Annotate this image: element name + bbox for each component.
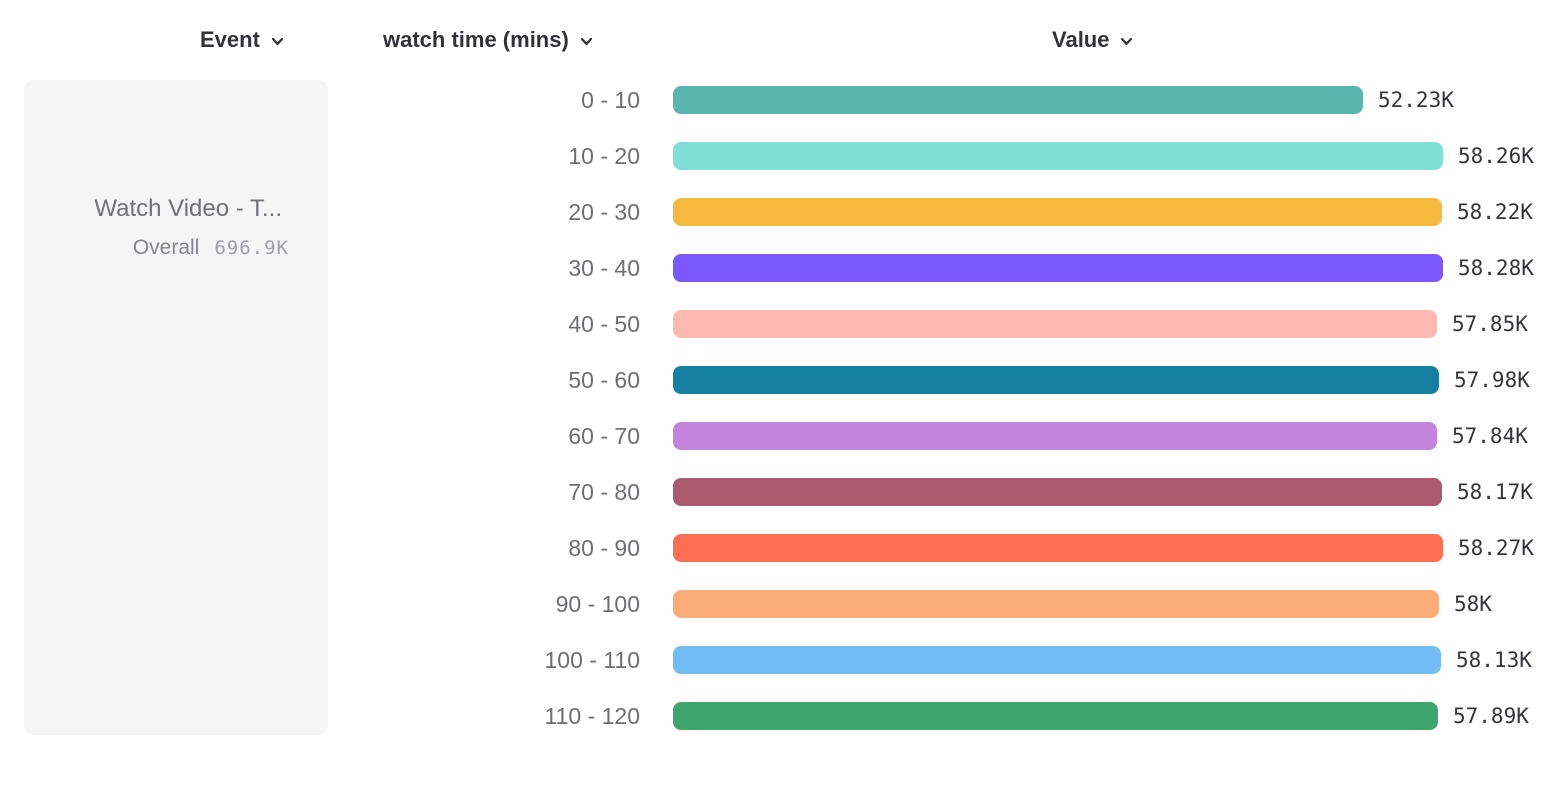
bar-segment[interactable] bbox=[673, 590, 1439, 618]
bar-segment[interactable] bbox=[673, 310, 1437, 338]
value-label: 58.17K bbox=[1457, 480, 1533, 504]
value-label: 52.23K bbox=[1378, 88, 1454, 112]
bar-segment[interactable] bbox=[673, 142, 1443, 170]
category-label: 0 - 10 bbox=[581, 87, 640, 113]
value-label: 57.84K bbox=[1452, 424, 1528, 448]
value-label: 58.26K bbox=[1458, 144, 1534, 168]
category-label: 110 - 120 bbox=[544, 703, 640, 729]
value-label: 57.89K bbox=[1453, 704, 1529, 728]
overall-value: 696.9K bbox=[214, 237, 289, 259]
value-label: 58.13K bbox=[1456, 648, 1532, 672]
value-column-dropdown[interactable]: Value bbox=[1052, 27, 1134, 53]
category-label: 60 - 70 bbox=[568, 423, 640, 449]
event-column-dropdown[interactable]: Event bbox=[200, 27, 285, 53]
bar-segment[interactable] bbox=[673, 198, 1442, 226]
value-label: 57.85K bbox=[1452, 312, 1528, 336]
event-column-label: Event bbox=[200, 27, 260, 52]
value-label: 58.27K bbox=[1458, 536, 1534, 560]
bar-segment[interactable] bbox=[673, 646, 1441, 674]
value-label: 57.98K bbox=[1454, 368, 1530, 392]
event-card[interactable]: Watch Video - T... Overall 696.9K bbox=[24, 80, 328, 735]
category-label: 70 - 80 bbox=[568, 479, 640, 505]
category-label: 20 - 30 bbox=[568, 199, 640, 225]
overall-label: Overall bbox=[132, 236, 200, 259]
bar-segment[interactable] bbox=[673, 254, 1443, 282]
event-title: Watch Video - T... bbox=[94, 195, 282, 222]
bar-segment[interactable] bbox=[673, 86, 1363, 114]
value-label: 58.28K bbox=[1458, 256, 1534, 280]
category-label: 30 - 40 bbox=[568, 255, 640, 281]
breakdown-column-label: watch time (mins) bbox=[383, 27, 569, 52]
category-label: 10 - 20 bbox=[568, 143, 640, 169]
bar-segment[interactable] bbox=[673, 534, 1443, 562]
bar-segment[interactable] bbox=[673, 366, 1439, 394]
bar-segment[interactable] bbox=[673, 702, 1438, 730]
category-label: 90 - 100 bbox=[555, 591, 640, 617]
value-label: 58.22K bbox=[1457, 200, 1533, 224]
category-label: 80 - 90 bbox=[568, 535, 640, 561]
category-label: 40 - 50 bbox=[568, 311, 640, 337]
bar-segment[interactable] bbox=[673, 422, 1437, 450]
breakdown-column-dropdown[interactable]: watch time (mins) bbox=[383, 27, 594, 53]
category-label: 50 - 60 bbox=[568, 367, 640, 393]
chevron-down-icon bbox=[1121, 37, 1133, 46]
bar-segment[interactable] bbox=[673, 478, 1442, 506]
value-label: 58K bbox=[1454, 592, 1492, 616]
value-column-label: Value bbox=[1052, 27, 1110, 52]
chevron-down-icon bbox=[271, 37, 284, 46]
event-overall-row: Overall 696.9K bbox=[133, 236, 289, 260]
category-label: 100 - 110 bbox=[544, 647, 640, 673]
chevron-down-icon bbox=[580, 37, 592, 46]
